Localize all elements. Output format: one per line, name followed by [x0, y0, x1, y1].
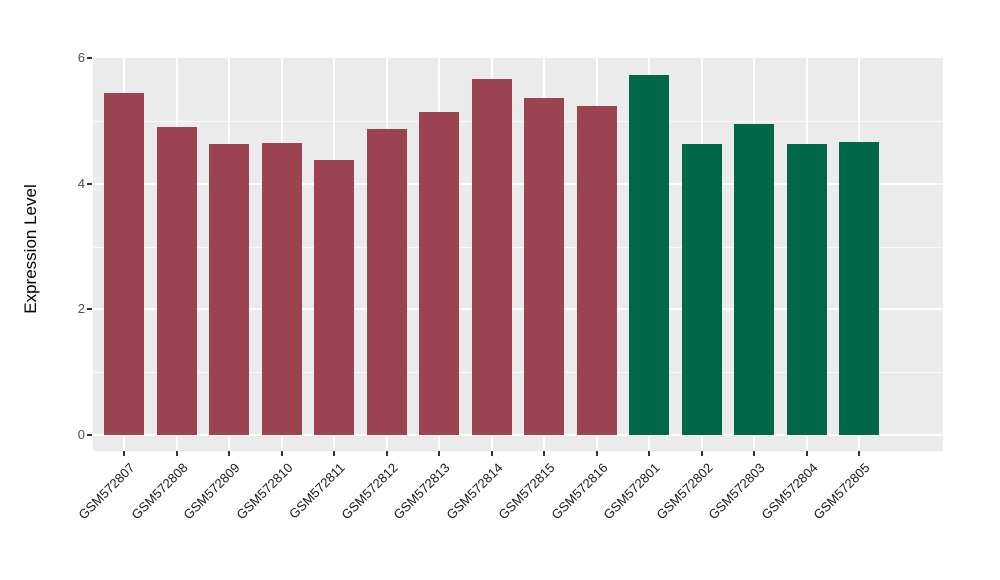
x-tick-mark-GSM572807: [123, 451, 126, 456]
y-tick-label-4: 4: [77, 175, 85, 191]
bar-GSM572815: [524, 98, 565, 435]
x-tick-mark-GSM572808: [175, 451, 178, 456]
bar-GSM572810: [261, 142, 302, 435]
bar-GSM572814: [471, 79, 512, 435]
bar-GSM572805: [839, 142, 880, 435]
plot-panel: [93, 58, 943, 451]
x-tick-mark-GSM572810: [280, 451, 283, 456]
bar-GSM572801: [629, 74, 670, 435]
x-tick-mark-GSM572816: [595, 451, 598, 456]
y-tick-mark-6: [87, 57, 92, 59]
bar-GSM572807: [104, 92, 145, 435]
bar-GSM572808: [156, 127, 197, 435]
x-tick-mark-GSM572802: [700, 451, 703, 456]
gridline-major-y2: [93, 308, 943, 311]
x-tick-mark-GSM572809: [228, 451, 231, 456]
gridline-major-y4: [93, 182, 943, 185]
x-tick-mark-GSM572815: [543, 451, 546, 456]
y-tick-label-0: 0: [77, 427, 85, 442]
gridline-major-y0: [93, 434, 943, 436]
bar-GSM572811: [314, 159, 355, 435]
x-tick-mark-GSM572805: [858, 451, 861, 456]
x-tick-mark-GSM572813: [438, 451, 441, 456]
gridline-minor-y1: [93, 372, 943, 374]
x-tick-mark-GSM572803: [753, 451, 756, 456]
gridline-minor-y3: [93, 246, 943, 248]
y-tick-mark-2: [87, 308, 92, 311]
y-tick-label-2: 2: [77, 301, 85, 317]
y-axis-title: Expression Level: [21, 184, 40, 314]
bar-GSM572804: [786, 144, 827, 435]
x-tick-mark-GSM572812: [385, 451, 388, 456]
bar-GSM572802: [681, 144, 722, 435]
y-tick-label-6: 6: [77, 50, 85, 65]
bar-GSM572803: [734, 123, 775, 435]
y-tick-mark-4: [87, 182, 92, 185]
gridline-minor-y5: [93, 120, 943, 122]
x-tick-mark-GSM572804: [805, 451, 808, 456]
x-tick-mark-GSM572814: [490, 451, 493, 456]
bar-GSM572809: [209, 144, 250, 435]
x-tick-mark-GSM572801: [648, 451, 651, 456]
bar-GSM572813: [419, 112, 460, 435]
bar-GSM572812: [366, 129, 407, 435]
y-tick-mark-0: [87, 434, 92, 436]
x-tick-mark-GSM572811: [333, 451, 336, 456]
bar-GSM572816: [576, 105, 617, 435]
